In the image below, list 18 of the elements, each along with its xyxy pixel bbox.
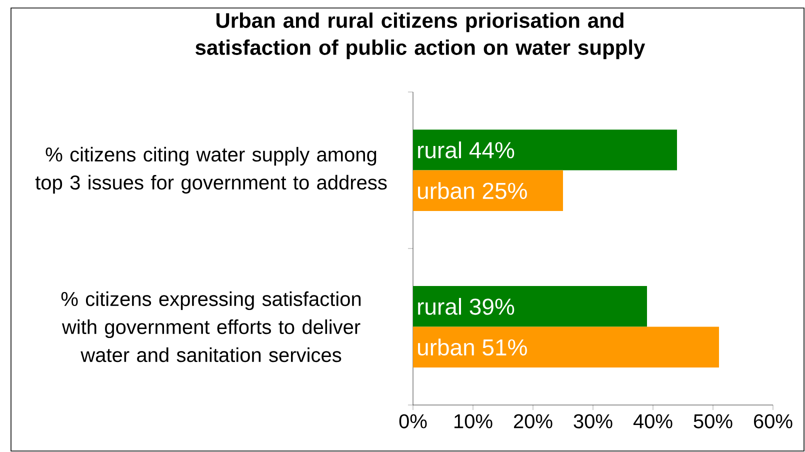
x-tick-label: 50% (694, 414, 732, 428)
x-tick-label: 30% (574, 414, 612, 428)
data-label: urban 51% (418, 338, 527, 356)
data-label: rural 44% (418, 141, 514, 158)
bar (413, 130, 677, 170)
x-tick-label: 0% (399, 414, 427, 428)
y-tick-label: % citizens citing water supply among top 3 issues for government to address (35, 146, 387, 194)
data-label: urban 25% (418, 182, 527, 200)
x-tick-label: 60% (754, 414, 792, 428)
data-label: rural 39% (418, 298, 514, 315)
bar (413, 286, 647, 327)
x-tick-label: 40% (633, 414, 672, 428)
x-tick-label: 20% (514, 414, 552, 428)
bar (413, 170, 563, 211)
x-tick-label: 10% (454, 414, 492, 428)
y-tick-label: % citizens expressing satisfaction with government efforts to deliver water and sanitation services (61, 291, 361, 362)
chart-title: Urban and rural citizens priorisation and satisfaction of public action on water supply (196, 12, 646, 60)
bar (413, 326, 719, 368)
